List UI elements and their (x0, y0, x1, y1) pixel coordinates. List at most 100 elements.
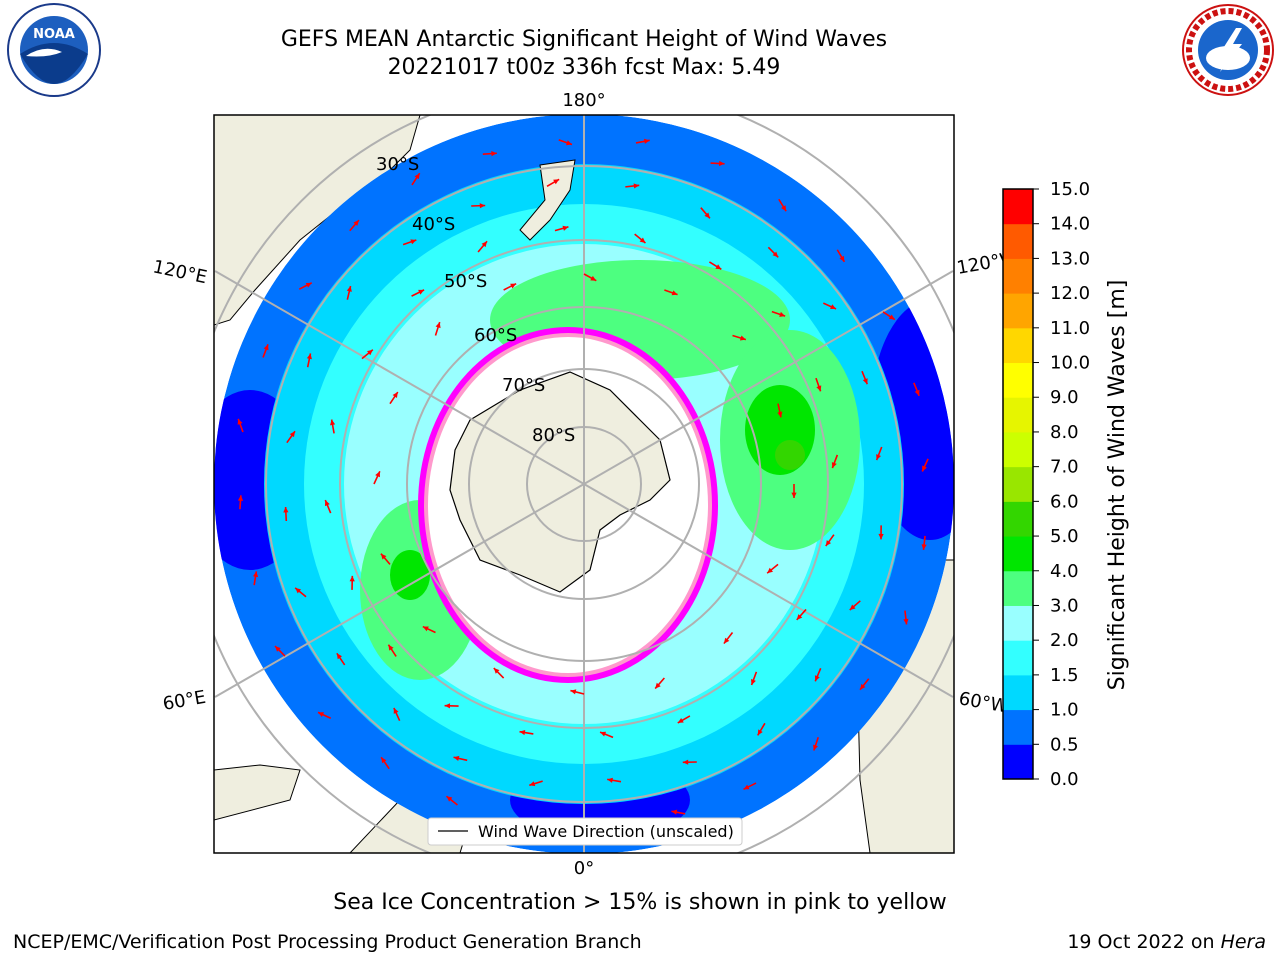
arrow-head (639, 237, 646, 243)
colorbar-swatch (1003, 327, 1033, 364)
arrow-head (862, 378, 868, 385)
colorbar-tick-label: 13.0 (1050, 248, 1090, 269)
arrow-head (336, 653, 343, 660)
arrow-head (704, 212, 710, 219)
land-new-zealand (519, 159, 576, 241)
lon-label-180: 180° (562, 90, 605, 111)
colorbar-swatch (1003, 640, 1033, 676)
colorbar-tick-label: 10.0 (1050, 353, 1090, 374)
lon-label-60e: 60°E (161, 687, 207, 715)
colorbar-swatch (1003, 570, 1033, 606)
arrow-head (876, 454, 882, 461)
lon-label-120e: 120°E (151, 256, 209, 288)
graticule (214, 115, 954, 853)
colorbar-swatch (1003, 223, 1033, 259)
arrow-head (600, 731, 607, 737)
arrow-head (444, 703, 451, 709)
arrow-head (767, 567, 773, 574)
arrow-head (791, 492, 797, 498)
legend-label: Wind Wave Direction (unscaled) (478, 822, 734, 841)
arrow-head (590, 275, 597, 281)
arrow-head (295, 587, 302, 594)
lon-label-0: 0° (574, 858, 594, 879)
colorbar-tick-label: 0.5 (1050, 734, 1079, 755)
arrow-head (493, 668, 500, 674)
arrow-head (275, 646, 281, 652)
colorbar: 0.0 0.5 1.0 1.5 2.0 3.0 4.0 5.0 6.0 7.0 8.0 9.0 10.0… (1002, 179, 1090, 790)
arrow-head (388, 644, 394, 651)
colorbar-swatch (1003, 189, 1033, 225)
arrow-head (289, 431, 295, 438)
colorbar-swatch (1003, 258, 1033, 294)
arrow-head (839, 255, 845, 262)
arrow-head (814, 675, 820, 682)
colorbar-tick-label: 6.0 (1050, 491, 1079, 512)
map-legend (427, 817, 743, 846)
arrow-head (903, 618, 909, 625)
arrow-head (479, 203, 486, 209)
lon-label-60w: 60°W (957, 688, 1010, 717)
arrow-head (367, 349, 373, 356)
arrow-head (414, 173, 420, 180)
noaa-logo: NOAA (7, 3, 101, 97)
colorbar-tick-label: 12.0 (1050, 283, 1090, 304)
colorbar-swatch (1003, 605, 1033, 641)
map-frame (213, 114, 955, 854)
arrow-head (381, 757, 387, 764)
arrow-head (318, 712, 325, 717)
arrow-head (816, 385, 822, 392)
arrow-head (570, 689, 577, 695)
arrow-head (772, 251, 779, 258)
arrow-head (380, 553, 387, 560)
arrow-head (777, 411, 783, 418)
colorbar-tick-label: 0.0 (1050, 769, 1079, 790)
arrow-head (566, 140, 572, 146)
arrow-head (306, 353, 312, 360)
colorbar-swatch (1003, 293, 1033, 329)
arrow-head (510, 283, 517, 289)
colorbar-swatch (1003, 466, 1033, 502)
arrow-head (743, 784, 750, 790)
arrow-head (491, 151, 497, 157)
arrow-head (392, 392, 398, 398)
colorbar-tick-label: 15.0 (1050, 179, 1090, 200)
arrow-head (324, 500, 330, 507)
colorbar-frame (1002, 188, 1034, 780)
arrow-head (914, 389, 920, 396)
arrow-head (353, 220, 359, 226)
arrow-head (921, 544, 927, 550)
map-panel: 30°S 40°S 50°S 60°S 70°S 80°S Wind Wave … (214, 115, 954, 853)
arrow-head (529, 781, 536, 787)
arrow-head (723, 637, 730, 644)
colorbar-swatch (1003, 431, 1033, 468)
sea-ice-note: Sea Ice Concentration > 15% is shown in … (333, 890, 947, 915)
colorbar-tick-label: 14.0 (1050, 214, 1090, 235)
arrow-head (562, 225, 569, 231)
lat-label-30s: 30°S (376, 154, 419, 175)
arrow-head (519, 729, 526, 736)
colorbar-tick-label: 4.0 (1050, 561, 1079, 582)
credit-date: 19 Oct 2022 on (1067, 931, 1221, 953)
arrow-head (453, 755, 460, 761)
arrow-head (252, 571, 259, 578)
arrow-head (410, 239, 417, 245)
arrow-head (446, 796, 453, 802)
arrow-head (393, 707, 399, 714)
arrow-head (671, 290, 678, 296)
colorbar-tick-label: 9.0 (1050, 387, 1079, 408)
lat-label-80s: 80°S (532, 425, 575, 446)
arrow-head (677, 717, 684, 723)
colorbar-swatch (1003, 674, 1033, 711)
colorbar-tick-label: 5.0 (1050, 526, 1079, 547)
arrow-head (263, 344, 269, 351)
arrow-head (779, 311, 786, 317)
arrow-head (349, 575, 355, 582)
credit-left: NCEP/EMC/Verification Post Processing Pr… (13, 931, 642, 953)
arrow-head (878, 533, 884, 540)
arrow-head (739, 335, 746, 341)
arrow-head (607, 777, 613, 783)
credit-machine: Hera (1220, 931, 1266, 953)
lat-label-70s: 70°S (502, 375, 545, 396)
arrow-head (831, 462, 837, 469)
